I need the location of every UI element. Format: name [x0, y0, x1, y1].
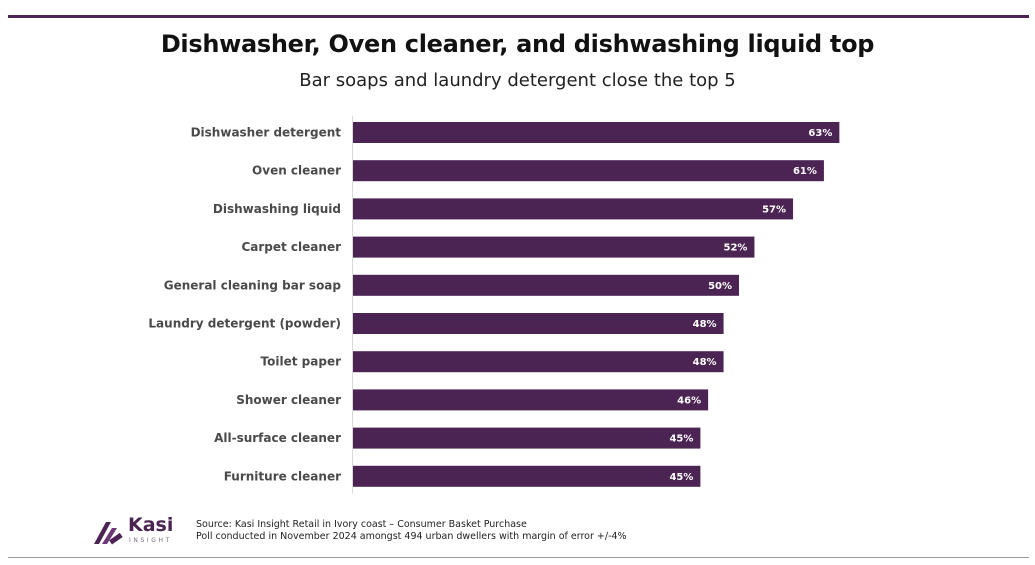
bar — [353, 465, 701, 487]
category-label: Furniture cleaner — [224, 469, 341, 483]
bar-group: Shower cleaner 46% — [236, 389, 709, 411]
bar — [353, 122, 840, 143]
category-label: Carpet cleaner — [241, 240, 341, 254]
bars-layer: Dishwasher detergent 63% Oven cleaner 61% Di… — [148, 122, 840, 487]
category-label: General cleaning bar soap — [164, 278, 342, 292]
category-label: Dishwashing liquid — [213, 202, 341, 216]
value-label: 61% — [793, 166, 817, 177]
category-label: Laundry detergent (powder) — [148, 317, 341, 331]
bar — [353, 274, 739, 296]
category-label: Dishwasher detergent — [191, 126, 342, 140]
bar-group: Laundry detergent (powder) 48% — [148, 313, 724, 334]
kasi-logo-mark-icon — [94, 522, 123, 545]
source-line-2: Poll conducted in November 2024 amongst … — [196, 531, 627, 542]
bar-group: Dishwashing liquid 57% — [213, 198, 794, 220]
bar — [353, 313, 724, 334]
bottom-rule — [8, 557, 1029, 558]
value-label: 50% — [708, 281, 732, 292]
value-label: 46% — [677, 395, 701, 406]
bar-group: Furniture cleaner 45% — [224, 465, 701, 487]
bar — [353, 427, 701, 449]
value-label: 63% — [808, 128, 832, 139]
bar — [353, 236, 755, 258]
bar — [353, 198, 794, 220]
value-label: 45% — [669, 472, 693, 483]
bar — [353, 389, 709, 411]
bar-group: Oven cleaner 61% — [252, 160, 824, 182]
source-note: Source: Kasi Insight Retail in Ivory coa… — [196, 519, 627, 543]
value-label: 52% — [724, 243, 748, 254]
bar-group: Dishwasher detergent 63% — [191, 122, 840, 143]
category-label: Shower cleaner — [236, 393, 341, 407]
source-line-1: Source: Kasi Insight Retail in Ivory coa… — [196, 519, 527, 530]
category-label: Toilet paper — [261, 355, 342, 369]
bar-group: Toilet paper 48% — [261, 351, 724, 373]
value-label: 48% — [693, 357, 717, 368]
top-rule — [8, 15, 1029, 18]
bar — [353, 351, 724, 373]
bar-group: Carpet cleaner 52% — [241, 236, 755, 258]
logo-name: Kasi — [128, 514, 174, 536]
category-label: Oven cleaner — [252, 164, 341, 178]
logo-tagline: INSIGHT — [129, 537, 172, 544]
value-label: 57% — [762, 204, 786, 215]
value-label: 45% — [669, 434, 693, 445]
chart-title: Dishwasher, Oven cleaner, and dishwashin… — [160, 30, 875, 58]
kasi-logo: Kasi INSIGHT — [92, 514, 187, 550]
bar-group: All-surface cleaner 45% — [214, 427, 701, 449]
bar-group: General cleaning bar soap 50% — [164, 274, 739, 296]
bar — [353, 160, 824, 182]
chart-subtitle: Bar soaps and laundry detergent close th… — [299, 70, 736, 91]
value-label: 48% — [693, 319, 717, 330]
category-label: All-surface cleaner — [214, 431, 341, 445]
